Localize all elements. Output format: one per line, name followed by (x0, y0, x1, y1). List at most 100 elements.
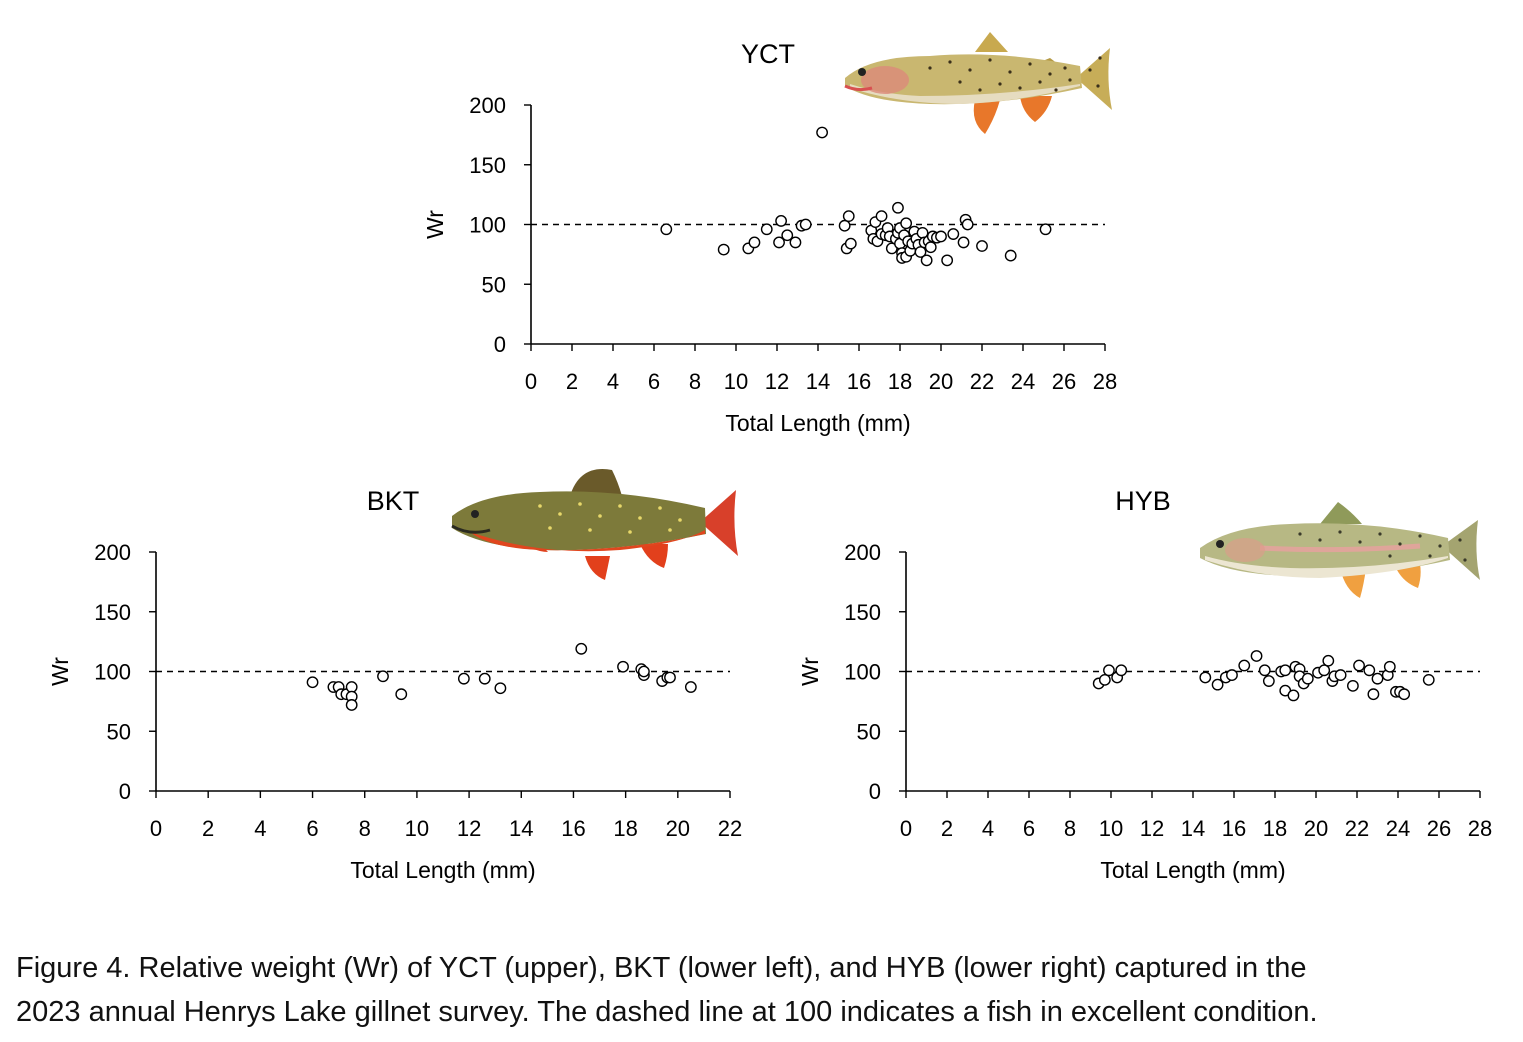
yct-x-tick-label: 12 (765, 369, 789, 394)
yct-x-tick-label: 18 (888, 369, 912, 394)
hyb-x-axis-label: Total Length (mm) (1100, 857, 1285, 883)
yct-x-tick-label: 24 (1011, 369, 1035, 394)
hyb-chart-title: HYB (1115, 486, 1171, 516)
hyb-x-tick-label: 4 (982, 816, 994, 841)
hyb-data-point (1301, 672, 1314, 685)
bkt-y-tick-label: 150 (94, 600, 131, 625)
hyb-data-point (1262, 675, 1275, 687)
caption-line-1: Figure 4. Relative weight (Wr) of YCT (u… (16, 952, 1307, 984)
yct-y-tick-label: 50 (482, 272, 506, 297)
hyb-x-tick-label: 12 (1140, 816, 1164, 841)
bkt-x-tick-label: 16 (561, 816, 585, 841)
yct-data-point (900, 217, 913, 230)
hyb-x-tick-label: 28 (1468, 816, 1492, 841)
bkt-y-axis-label: Wr (47, 657, 73, 686)
bkt-data-point (638, 665, 650, 678)
yct-data-point (789, 236, 802, 249)
hyb-data-point (1353, 659, 1365, 672)
yct-y-axis-label: Wr (422, 210, 448, 239)
bkt-x-tick-label: 8 (359, 816, 371, 841)
yct-data-point (924, 241, 937, 254)
hyb-data-point (1367, 688, 1380, 701)
bkt-data-point (664, 671, 676, 684)
hyb-x-tick-label: 14 (1181, 816, 1205, 841)
yct-data-point (660, 223, 673, 236)
yct-y-tick-label: 150 (469, 153, 506, 178)
yct-x-axis-label: Total Length (mm) (725, 410, 910, 436)
bkt-y-tick-label: 100 (94, 660, 131, 685)
yct-x-tick-label: 16 (847, 369, 871, 394)
yct-data-point (947, 228, 960, 240)
yct-data-point (760, 223, 773, 236)
yct-data-point (1004, 249, 1017, 262)
yct-data-point (875, 210, 888, 223)
hyb-x-tick-label: 24 (1386, 816, 1410, 841)
hyb-data-point (1103, 664, 1115, 677)
yct-data-point (781, 229, 794, 242)
yct-data-point (775, 215, 787, 227)
hyb-x-tick-label: 20 (1304, 816, 1328, 841)
hyb-x-tick-label: 16 (1222, 816, 1246, 841)
hyb-y-tick-label: 50 (857, 719, 881, 744)
yct-data-point (941, 254, 954, 267)
yct-x-tick-label: 0 (525, 369, 537, 394)
yct-data-point (799, 218, 812, 231)
hyb-data-point (1363, 664, 1376, 677)
yct-data-point (935, 230, 947, 243)
hyb-data-point (1279, 664, 1292, 677)
bkt-chart-title: BKT (367, 486, 420, 516)
hyb-y-axis-label: Wr (797, 657, 823, 686)
figure-caption: Figure 4. Relative weight (Wr) of YCT (u… (16, 946, 1506, 1034)
hyb-data-point (1371, 672, 1384, 685)
hyb-x-tick-label: 0 (900, 816, 912, 841)
hyb-data-point (1250, 650, 1263, 662)
hyb-data-point (1422, 673, 1435, 686)
caption-line-2: 2023 annual Henrys Lake gillnet survey. … (16, 996, 1318, 1028)
hyb-x-tick-label: 10 (1099, 816, 1123, 841)
hyb-y-tick-label: 150 (844, 600, 881, 625)
bkt-data-point (345, 699, 358, 711)
hyb-data-point (1398, 688, 1411, 701)
bkt-data-point (494, 682, 507, 695)
bkt-x-tick-label: 22 (718, 816, 742, 841)
bkt-x-tick-label: 6 (306, 816, 318, 841)
yct-data-point (920, 254, 933, 267)
yct-y-tick-label: 200 (469, 93, 506, 118)
bkt-data-point (617, 660, 629, 673)
hyb-data-point (1318, 664, 1331, 677)
yct-data-point (957, 236, 970, 249)
hyb-x-tick-label: 22 (1345, 816, 1369, 841)
bkt-data-point (306, 676, 319, 689)
bkt-chart: BKT 0 50 100 150 200 0 2 4 6 8 10 12 14 16 18 20 22 Total … (47, 486, 742, 883)
hyb-y-tick-label: 0 (869, 779, 881, 804)
bkt-data-point (377, 670, 389, 683)
bkt-fish-illustration (451, 469, 738, 580)
hyb-data-point (1211, 678, 1224, 691)
yct-data-point (838, 219, 851, 232)
yct-x-tick-label: 14 (806, 369, 830, 394)
yct-x-tick-label: 22 (970, 369, 994, 394)
bkt-data-point (575, 642, 588, 655)
bkt-x-tick-label: 18 (613, 816, 637, 841)
yct-y-tick-label: 100 (469, 213, 506, 238)
hyb-data-point (1238, 659, 1251, 672)
bkt-data-point (478, 672, 491, 685)
yct-x-tick-label: 28 (1093, 369, 1117, 394)
yct-x-tick-label: 10 (724, 369, 748, 394)
hyb-data-point (1347, 679, 1359, 692)
hyb-data-point (1199, 671, 1212, 684)
hyb-y-tick-label: 200 (844, 540, 881, 565)
hyb-y-tick-label: 100 (844, 660, 881, 685)
bkt-y-tick-label: 200 (94, 540, 131, 565)
hyb-fish-illustration (1200, 502, 1480, 598)
bkt-x-tick-label: 12 (457, 816, 481, 841)
yct-x-tick-label: 4 (607, 369, 619, 394)
hyb-data-point (1334, 669, 1347, 681)
yct-data-point (844, 237, 857, 250)
hyb-data-point (1226, 669, 1238, 681)
yct-data-point (748, 236, 761, 249)
bkt-data-point (345, 681, 358, 693)
bkt-y-tick-label: 50 (107, 719, 131, 744)
